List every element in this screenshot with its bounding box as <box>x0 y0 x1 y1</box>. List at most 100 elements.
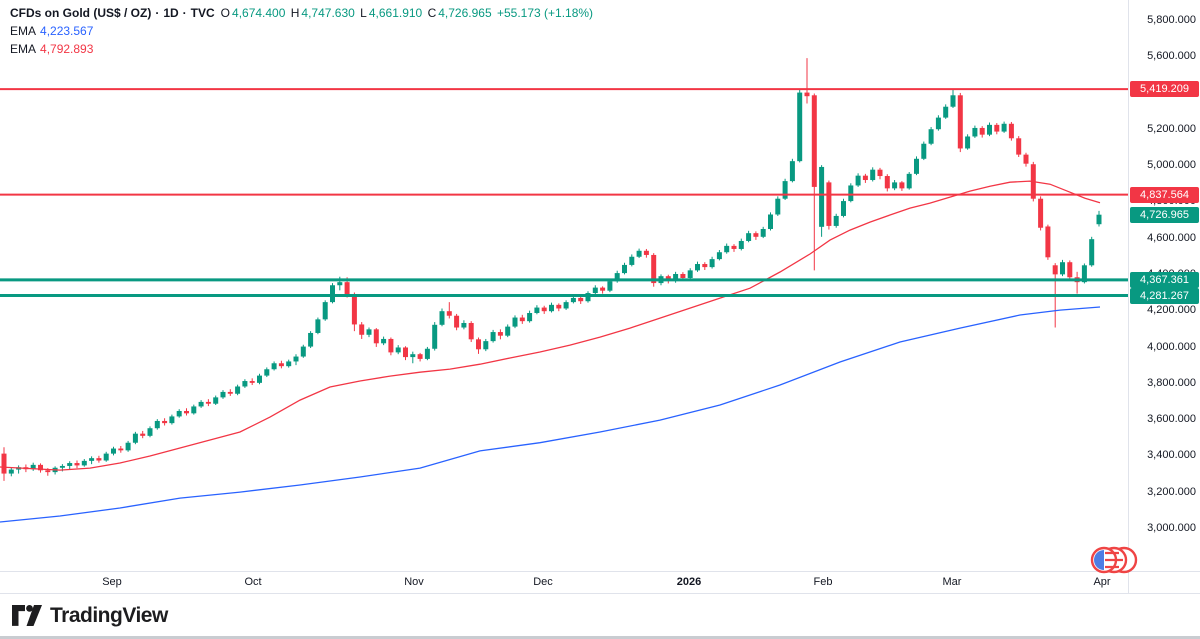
candle <box>826 180 832 230</box>
candle <box>373 328 379 347</box>
brand-text: TradingView <box>50 604 168 627</box>
candle <box>979 126 985 138</box>
candle <box>636 248 642 259</box>
candle <box>695 261 700 272</box>
candle <box>987 122 992 137</box>
time-axis[interactable]: Sep Oct Nov Dec 2026 Feb Mar Apr <box>0 571 1128 593</box>
candle <box>483 338 489 352</box>
open-letter: O <box>220 6 231 20</box>
price-axis-border <box>1128 0 1129 593</box>
symbol-legend-row[interactable]: CFDs on Gold (US$ / OZ) · 1D · TVC O 4,67… <box>10 4 593 22</box>
candle <box>395 345 401 355</box>
change-value: +55.173 (+1.18%) <box>496 6 594 20</box>
candle <box>154 419 160 430</box>
price-tick-label: 4,600.000 <box>1147 231 1196 244</box>
candle <box>1038 196 1044 231</box>
candle <box>921 141 927 161</box>
candles-layer <box>1 58 1102 481</box>
candle <box>1001 121 1007 133</box>
candle <box>972 125 978 138</box>
candle <box>403 346 408 361</box>
candle <box>884 174 890 192</box>
candle <box>811 93 817 271</box>
candle <box>629 254 635 267</box>
candle <box>819 165 825 237</box>
price-tick-label: 4,200.000 <box>1147 304 1196 317</box>
candle <box>570 296 576 304</box>
time-tick-label: Oct <box>244 576 262 588</box>
legend-separator: · <box>155 6 160 20</box>
low-letter: L <box>360 6 367 20</box>
candle <box>760 226 766 239</box>
price-axis[interactable]: 5,800.0005,600.0005,200.0005,000.0004,80… <box>1128 0 1200 571</box>
symbol-title[interactable]: CFDs on Gold (US$ / OZ) <box>10 6 152 20</box>
candle <box>870 167 876 182</box>
indicator-row-ema-red[interactable]: EMA 4,792.893 <box>10 40 593 58</box>
candle <box>162 418 168 426</box>
candle <box>600 286 606 294</box>
time-tick-label: Feb <box>813 576 833 588</box>
window-bottom-strip <box>0 636 1200 639</box>
candle <box>994 123 1000 135</box>
candle <box>789 158 795 183</box>
high-value: 4,747.630 <box>301 6 355 20</box>
price-tick-label: 4,000.000 <box>1147 340 1196 353</box>
candle <box>220 390 226 399</box>
candle <box>1023 152 1029 167</box>
candle <box>198 400 204 408</box>
candle <box>271 361 277 371</box>
candle <box>454 313 460 331</box>
candle <box>257 373 262 385</box>
candle <box>81 459 87 467</box>
candle <box>519 314 525 324</box>
close-letter: C <box>427 6 437 20</box>
candle <box>709 256 715 269</box>
tradingview-brand[interactable]: TradingView <box>12 604 168 628</box>
candle <box>308 331 314 349</box>
candle <box>439 308 445 327</box>
time-tick-label: Nov <box>404 576 424 588</box>
candle <box>738 238 744 251</box>
time-tick-label: Apr <box>1093 576 1111 588</box>
candle <box>176 409 182 418</box>
candle <box>1 447 7 481</box>
chart-canvas[interactable] <box>0 0 1200 593</box>
candle <box>366 327 372 338</box>
open-value: 4,674.400 <box>232 6 286 20</box>
candle <box>89 456 95 465</box>
candle <box>1060 259 1065 277</box>
candle <box>549 302 554 313</box>
candle <box>1074 271 1080 294</box>
chart-bottom-border <box>0 593 1200 594</box>
chart-legend: CFDs on Gold (US$ / OZ) · 1D · TVC O 4,67… <box>10 4 593 58</box>
candle <box>578 296 584 304</box>
candle <box>1045 224 1051 260</box>
candle <box>1067 260 1073 280</box>
candle <box>16 465 22 474</box>
interval-label[interactable]: 1D <box>163 6 179 20</box>
level-price-badge: 5,419.209 <box>1130 81 1199 98</box>
candle <box>702 262 708 271</box>
ema-value: 4,792.893 <box>40 42 94 56</box>
candle <box>264 367 270 378</box>
high-letter: H <box>290 6 300 20</box>
candle <box>96 455 102 463</box>
price-tick-label: 5,000.000 <box>1147 159 1196 172</box>
indicator-row-ema-blue[interactable]: EMA 4,223.567 <box>10 22 593 40</box>
candle <box>804 58 810 104</box>
level-price-badge: 4,281.267 <box>1130 287 1199 304</box>
candle <box>512 315 518 329</box>
candle <box>965 134 971 150</box>
candle <box>950 88 956 108</box>
candle <box>249 378 255 386</box>
ema-label: EMA <box>10 42 37 56</box>
candle <box>242 379 248 388</box>
time-tick-label: Sep <box>102 576 122 588</box>
candle <box>563 300 569 310</box>
candle <box>476 337 481 354</box>
time-axis-border <box>0 571 1200 572</box>
time-tick-label: Mar <box>942 576 962 588</box>
candle <box>497 329 503 340</box>
close-value: 4,726.965 <box>438 6 492 20</box>
